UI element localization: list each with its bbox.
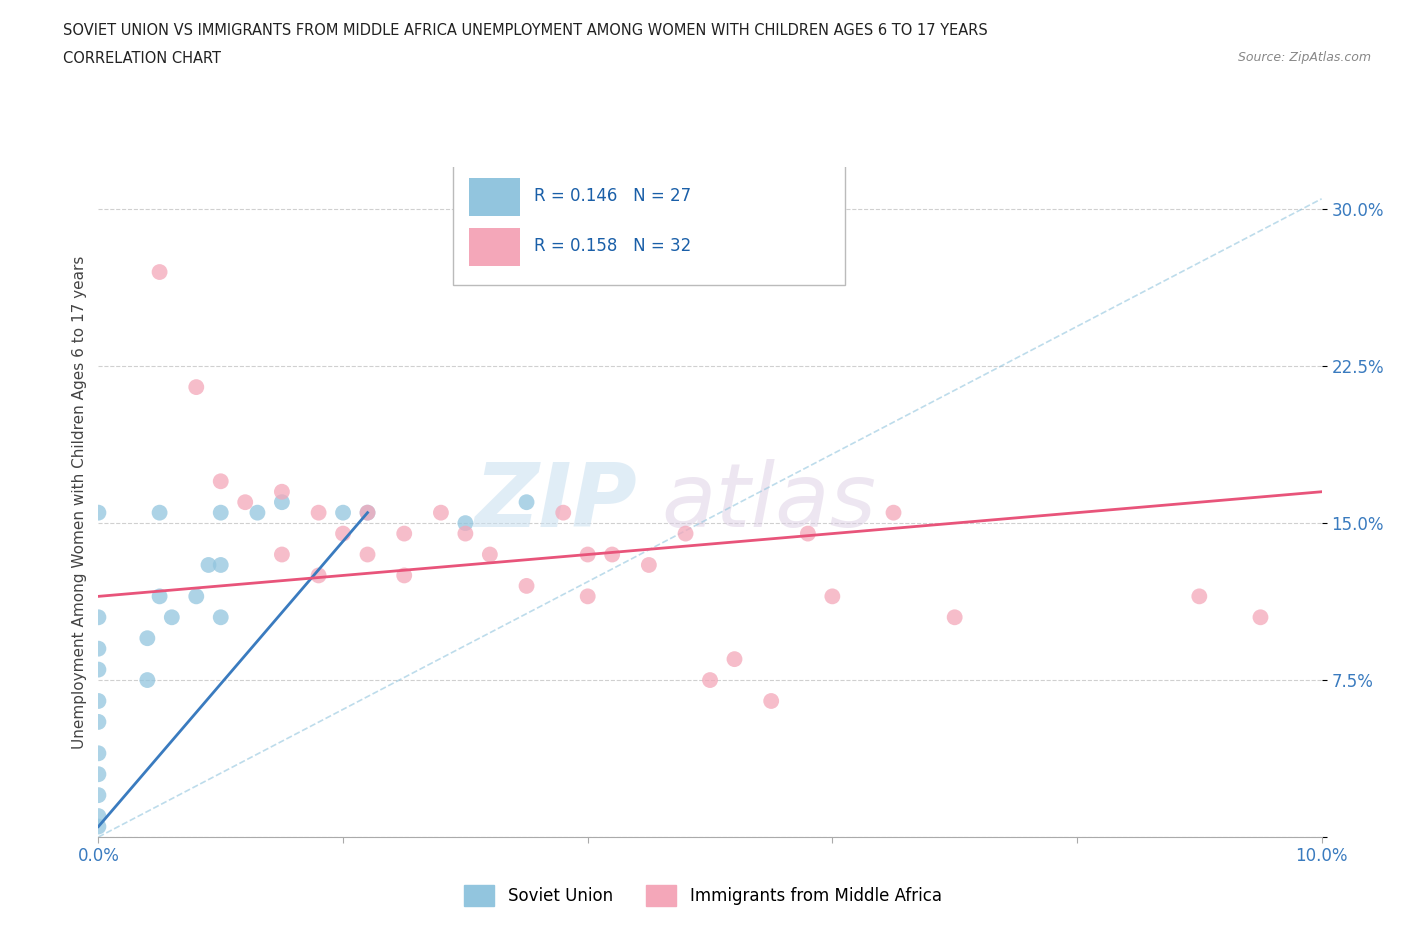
Point xyxy=(1188,589,1211,604)
FancyBboxPatch shape xyxy=(453,166,845,285)
Point xyxy=(149,589,172,604)
Y-axis label: Unemployment Among Women with Children Ages 6 to 17 years: Unemployment Among Women with Children A… xyxy=(72,256,87,749)
FancyBboxPatch shape xyxy=(470,229,520,266)
Point xyxy=(270,495,292,510)
Point xyxy=(87,694,110,709)
Text: CORRELATION CHART: CORRELATION CHART xyxy=(63,51,221,66)
Point xyxy=(209,558,232,573)
Point xyxy=(87,662,110,677)
Point xyxy=(723,652,745,667)
Point xyxy=(675,526,697,541)
Text: ZIP: ZIP xyxy=(474,458,637,546)
Point xyxy=(356,505,378,520)
Point xyxy=(87,642,110,657)
Point xyxy=(759,694,782,709)
Point xyxy=(233,495,256,510)
Point xyxy=(1249,610,1271,625)
Point xyxy=(797,526,820,541)
Point xyxy=(392,568,416,583)
Text: Source: ZipAtlas.com: Source: ZipAtlas.com xyxy=(1237,51,1371,64)
Point xyxy=(186,379,208,394)
Point xyxy=(197,558,219,573)
Point xyxy=(87,610,110,625)
Point xyxy=(87,766,110,781)
Point xyxy=(209,505,232,520)
Point xyxy=(149,265,172,280)
Point xyxy=(356,505,378,520)
Point xyxy=(87,505,110,520)
Point xyxy=(270,547,292,562)
Point xyxy=(87,788,110,803)
Point xyxy=(87,809,110,824)
Point xyxy=(516,578,538,593)
Point xyxy=(516,495,538,510)
Point xyxy=(600,547,623,562)
Point xyxy=(160,610,183,625)
Point xyxy=(576,547,599,562)
Point xyxy=(332,505,354,520)
Point xyxy=(332,526,354,541)
Point xyxy=(392,526,416,541)
Text: atlas: atlas xyxy=(661,459,876,545)
Point xyxy=(87,819,110,834)
Point xyxy=(270,485,292,499)
Point xyxy=(308,568,330,583)
Point xyxy=(430,505,453,520)
Point xyxy=(454,526,477,541)
Point xyxy=(209,610,232,625)
Point xyxy=(149,505,172,520)
Point xyxy=(454,516,477,531)
Point xyxy=(943,610,966,625)
Point xyxy=(209,474,232,489)
Point xyxy=(883,505,905,520)
Point xyxy=(821,589,844,604)
Text: R = 0.158   N = 32: R = 0.158 N = 32 xyxy=(534,237,692,256)
Point xyxy=(356,547,378,562)
Point xyxy=(478,547,501,562)
Point xyxy=(308,505,330,520)
Point xyxy=(553,505,575,520)
Point xyxy=(246,505,269,520)
Point xyxy=(699,672,721,687)
Point xyxy=(186,589,208,604)
Point xyxy=(136,672,159,687)
Text: R = 0.146   N = 27: R = 0.146 N = 27 xyxy=(534,187,690,206)
Point xyxy=(87,746,110,761)
Point xyxy=(136,631,159,645)
Point xyxy=(637,558,661,573)
FancyBboxPatch shape xyxy=(470,179,520,216)
Point xyxy=(87,714,110,729)
Text: SOVIET UNION VS IMMIGRANTS FROM MIDDLE AFRICA UNEMPLOYMENT AMONG WOMEN WITH CHIL: SOVIET UNION VS IMMIGRANTS FROM MIDDLE A… xyxy=(63,23,988,38)
Point xyxy=(576,589,599,604)
Legend: Soviet Union, Immigrants from Middle Africa: Soviet Union, Immigrants from Middle Afr… xyxy=(458,879,948,912)
